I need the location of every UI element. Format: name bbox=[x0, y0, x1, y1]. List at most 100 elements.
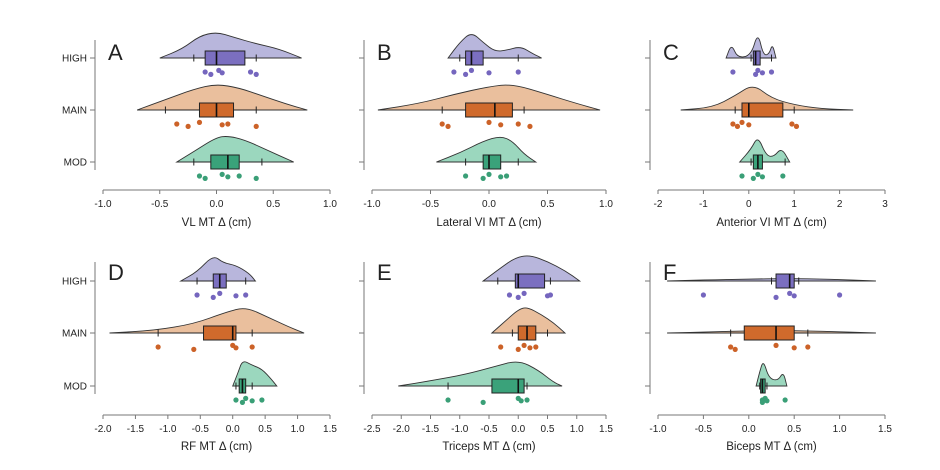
panel-a-x-tick-label: -1.0 bbox=[94, 199, 112, 210]
panel-c-point-mod bbox=[739, 173, 745, 179]
panel-e-x-tick-label: -1.5 bbox=[422, 424, 440, 435]
panel-d-x-tick-label: 1.0 bbox=[291, 424, 305, 435]
panel-c-point-mod bbox=[755, 171, 761, 177]
panel-c-point-main bbox=[730, 121, 736, 127]
panel-c-point-main bbox=[789, 121, 795, 127]
panel-c-box-main bbox=[741, 102, 784, 118]
panel-c-box-high bbox=[752, 50, 761, 66]
panel-e-x-tick-label: -2.0 bbox=[393, 424, 411, 435]
panel-c-point-high bbox=[759, 70, 766, 76]
panel-b-series-mod bbox=[436, 136, 538, 181]
panel-a-series-high bbox=[159, 32, 302, 77]
panel-b: B -1.0 -0.5 0.0 0.5 1.0 Lateral VI MT Δ (cm) bbox=[359, 34, 613, 229]
panel-c-letter: C bbox=[663, 40, 679, 65]
panel-a-point-mod bbox=[225, 174, 231, 180]
panel-f-point-high bbox=[787, 290, 793, 296]
panel-b-x-tick-label: 0.5 bbox=[541, 199, 555, 210]
panel-b-x-tick-label: 1.0 bbox=[599, 199, 613, 210]
panel-a-point-main bbox=[174, 121, 180, 127]
panel-f-letter: F bbox=[663, 260, 676, 285]
panel-b-x-axis-title: Lateral VI MT Δ (cm) bbox=[436, 217, 541, 229]
panel-c-point-main bbox=[793, 123, 800, 129]
panel-b-point-high bbox=[451, 69, 457, 75]
panel-c-density-high bbox=[725, 37, 777, 59]
panel-f-point-mod bbox=[782, 397, 788, 403]
panel-d-series-main bbox=[109, 308, 305, 352]
panel-d-point-mod bbox=[233, 397, 239, 403]
panel-e-series-main bbox=[490, 307, 567, 352]
panel-a-point-high bbox=[208, 71, 214, 77]
panel-a-x-tick-label: -0.5 bbox=[151, 199, 169, 210]
panel-b-point-main bbox=[498, 122, 504, 128]
panel-a-x-tick-label: 0.0 bbox=[210, 199, 224, 210]
panel-c-point-high bbox=[755, 67, 761, 73]
panel-d-x-tick-label: 1.5 bbox=[323, 424, 337, 435]
panel-c-density-main bbox=[680, 86, 854, 111]
panel-d-x-tick-label: -1.5 bbox=[127, 424, 145, 435]
panel-d-series-mod bbox=[232, 361, 278, 405]
panel-d-group-label-high: HIGH bbox=[62, 277, 87, 288]
panel-d-x-tick-label: 0.0 bbox=[226, 424, 240, 435]
panel-d-x-axis-title: RF MT Δ (cm) bbox=[181, 441, 253, 453]
panel-d-point-main bbox=[249, 344, 255, 350]
panel-f-x-axis-title: Biceps MT Δ (cm) bbox=[726, 441, 817, 453]
panel-d: D HIGH MAIN MOD -2.0 -1.5 -1.0 -0.5 0.0 0.5 1.0 1.5… bbox=[62, 257, 337, 453]
panel-b-density-high bbox=[447, 34, 542, 59]
panel-b-series-main bbox=[377, 84, 601, 129]
panel-d-point-high bbox=[194, 292, 200, 298]
panel-d-x-tick-label: -0.5 bbox=[192, 424, 210, 435]
panel-f: F -1.0 -0.5 0.0 0.5 1.0 1.5 Biceps MT Δ (cm) bbox=[645, 260, 892, 453]
panel-c: C -2 -1 0 1 2 3 Anterior VI MT Δ (cm) bbox=[645, 37, 888, 229]
panel-f-point-main bbox=[732, 346, 738, 352]
panel-f-x-tick-label: 0.0 bbox=[742, 424, 756, 435]
panel-e-point-high bbox=[547, 292, 554, 298]
panel-e-x-tick-label: 0.5 bbox=[541, 424, 555, 435]
panel-b-point-high bbox=[468, 67, 475, 73]
panel-f-box-high bbox=[775, 273, 795, 289]
panel-f-x-tick-label: 1.5 bbox=[878, 424, 892, 435]
panel-d-point-high bbox=[210, 294, 216, 300]
panel-a-point-main bbox=[253, 123, 259, 129]
panel-e-density-mod bbox=[398, 361, 563, 387]
panel-d-x-tick-label: 0.5 bbox=[258, 424, 272, 435]
panel-d-series-high bbox=[179, 257, 257, 300]
panel-e-point-mod bbox=[445, 397, 451, 403]
panel-c-point-mod bbox=[780, 173, 786, 179]
panel-e-x-tick-label: 1.5 bbox=[599, 424, 613, 435]
panel-a-point-high bbox=[202, 69, 208, 75]
panel-a-group-label-main: MAIN bbox=[62, 106, 87, 117]
panel-b-x-tick-label: 0.0 bbox=[482, 199, 496, 210]
panel-b-box-main bbox=[465, 102, 513, 118]
panel-c-series-mod bbox=[738, 139, 791, 181]
panel-a-point-mod bbox=[196, 173, 203, 179]
panel-a-point-mod bbox=[236, 173, 242, 179]
panel-f-point-main bbox=[791, 345, 797, 351]
panel-b-x-tick-label: -0.5 bbox=[422, 199, 440, 210]
panel-f-box-main bbox=[743, 325, 795, 341]
panel-a-point-high bbox=[253, 71, 259, 77]
panel-b-density-mod bbox=[436, 136, 538, 163]
panel-c-point-high bbox=[768, 69, 775, 75]
panel-e-point-high bbox=[515, 294, 521, 300]
panel-e-series-high bbox=[481, 255, 582, 300]
panel-a-density-mod bbox=[175, 136, 294, 163]
panel-a-x-axis-title: VL MT Δ (cm) bbox=[182, 217, 252, 229]
panel-e-point-mod bbox=[518, 398, 524, 404]
panel-c-series-high bbox=[725, 37, 777, 77]
panel-a-series-main bbox=[136, 84, 308, 129]
panel-e-point-main bbox=[533, 344, 539, 350]
panel-f-series-high bbox=[667, 273, 876, 300]
panel-c-x-axis-title: Anterior VI MT Δ (cm) bbox=[716, 217, 827, 229]
panel-e-density-main bbox=[490, 307, 567, 334]
panel-b-point-high bbox=[515, 69, 521, 75]
panel-f-point-main bbox=[773, 342, 779, 348]
panel-a-point-high bbox=[219, 70, 225, 76]
panel-b-x-tick-label: -1.0 bbox=[363, 199, 381, 210]
panel-c-x-tick-label: 1 bbox=[791, 199, 797, 210]
panel-d-density-main bbox=[109, 308, 305, 334]
panel-c-point-main bbox=[734, 123, 741, 129]
panel-c-point-main bbox=[739, 119, 745, 125]
panel-d-point-mod bbox=[249, 398, 255, 404]
panel-c-density-mod bbox=[738, 139, 791, 163]
